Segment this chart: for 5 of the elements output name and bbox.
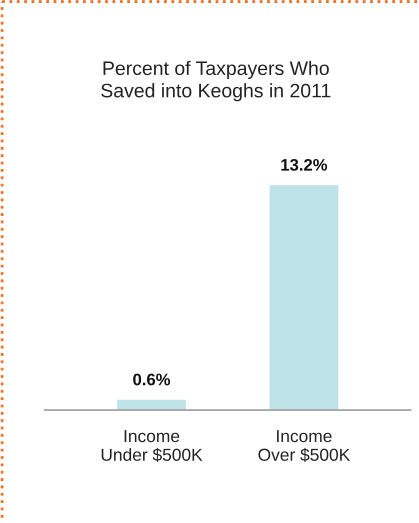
x-tick-label: Income Over $500K (258, 430, 350, 462)
data-label: 13.2% (281, 158, 328, 171)
chart-title: Percent of Taxpayers Who Saved into Keoghs in 2011 (101, 60, 330, 102)
x-tick-label: Income Under $500K (102, 430, 202, 462)
data-label: 0.6% (133, 374, 170, 386)
